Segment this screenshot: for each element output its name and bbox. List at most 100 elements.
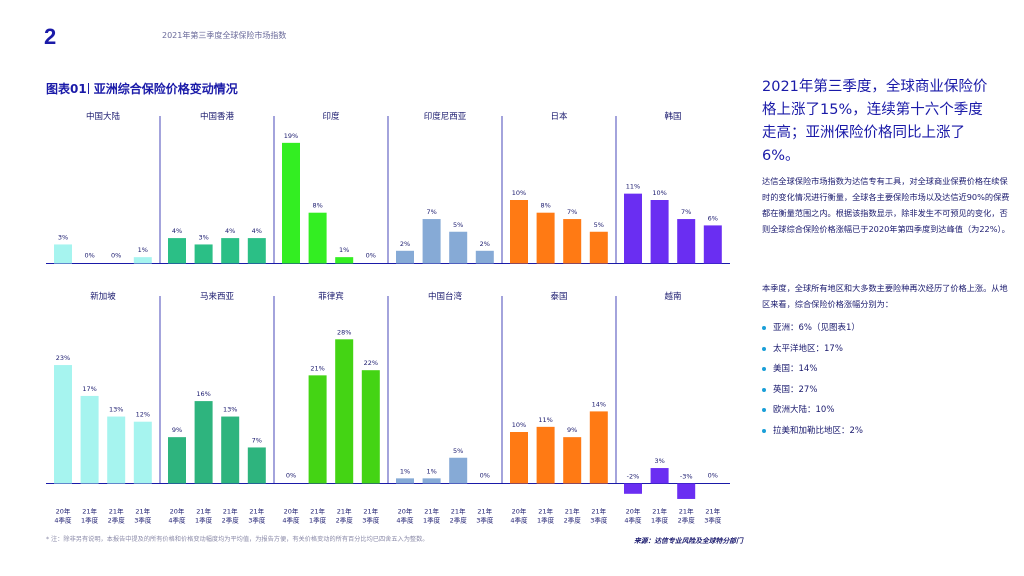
x-tick-label: 2季度 — [450, 516, 468, 525]
data-label: 22% — [364, 359, 378, 367]
data-label: 0% — [286, 472, 296, 480]
bar — [247, 447, 266, 484]
data-label: 16% — [196, 390, 210, 398]
bar — [168, 437, 186, 484]
data-label: 9% — [567, 426, 577, 434]
data-label: 7% — [567, 208, 577, 216]
x-tick-label: 20年 — [626, 507, 641, 516]
data-label: 0% — [366, 252, 376, 260]
x-tick-label: 21年 — [679, 507, 694, 516]
data-label: 1% — [339, 246, 349, 254]
bar — [308, 375, 327, 484]
figure-title: 图表01 亚洲综合保险价格变动情况 — [46, 80, 238, 97]
data-label: 28% — [337, 328, 351, 336]
x-tick-label: 20年 — [56, 507, 71, 516]
panel-title: 越南 — [664, 291, 681, 302]
bar — [80, 395, 99, 484]
panel-title: 中国台湾 — [428, 291, 463, 302]
footnote: * 注：除非另有说明，本报告中提及的所有价格和价格变动幅度均为平均值，为报告方便… — [46, 536, 429, 543]
bar — [563, 219, 582, 264]
x-tick-label: 3季度 — [248, 516, 266, 525]
data-label: 11% — [538, 416, 552, 424]
x-tick-label: 21年 — [196, 507, 211, 516]
data-label: 10% — [512, 421, 526, 429]
x-tick-label: 20年 — [398, 507, 413, 516]
bar — [168, 238, 186, 264]
bar — [475, 250, 494, 264]
bar — [396, 478, 414, 484]
data-label: 5% — [453, 447, 463, 455]
data-label: -3% — [680, 473, 693, 481]
data-label: 3% — [654, 457, 664, 465]
data-label: 1% — [426, 467, 436, 475]
x-tick-label: 21年 — [705, 507, 720, 516]
data-label: 0% — [480, 472, 490, 480]
region-bullet-list: 亚洲：6%（见图表1） 太平洋地区：17% 美国：14% 英国：27% 欧洲大陆… — [762, 320, 863, 444]
x-tick-label: 4季度 — [396, 516, 414, 525]
panel-title: 日本 — [550, 111, 568, 122]
lead-paragraph: 2021年第三季度，全球商业保险价格上涨了15%，连续第十六个季度走高；亚洲保险… — [762, 79, 988, 164]
data-label: 11% — [626, 183, 640, 191]
x-tick-label: 3季度 — [362, 516, 380, 525]
x-tick-label: 20年 — [512, 507, 527, 516]
body-paragraph-1: 达信全球保险市场指数为达信专有工具，对全球商业保费价格在续保时的变化情况进行衡量… — [762, 176, 1010, 234]
bar — [308, 212, 327, 264]
x-tick-label: 21年 — [223, 507, 238, 516]
data-label: 9% — [172, 426, 182, 434]
bar — [536, 426, 555, 484]
data-label: 4% — [172, 227, 182, 235]
data-label: 8% — [312, 202, 322, 210]
bar — [107, 416, 126, 484]
x-tick-label: 1季度 — [195, 516, 213, 525]
x-tick-label: 21年 — [565, 507, 580, 516]
figure-title-separator — [87, 83, 89, 94]
panel-title: 印度 — [322, 111, 340, 122]
bullet-item: 欧洲大陆：10% — [762, 402, 863, 423]
bullet-item: 美国：14% — [762, 361, 863, 382]
bar — [396, 250, 414, 264]
data-label: 13% — [223, 406, 237, 414]
x-tick-label: 1季度 — [309, 516, 327, 525]
data-label: 6% — [708, 214, 718, 222]
bar — [449, 457, 468, 484]
data-label: 14% — [592, 400, 606, 408]
x-tick-label: 3季度 — [476, 516, 494, 525]
figure-title-text: 亚洲综合保险价格变动情况 — [93, 82, 238, 96]
data-label: 2% — [480, 240, 490, 248]
data-label: 5% — [453, 221, 463, 229]
bar — [361, 370, 380, 484]
bar — [247, 238, 266, 264]
bar — [510, 200, 528, 264]
bar — [536, 212, 555, 264]
bar — [194, 244, 213, 264]
bar — [335, 257, 354, 264]
x-tick-label: 2季度 — [564, 516, 582, 525]
data-label: 19% — [284, 132, 298, 140]
x-tick-label: 21年 — [538, 507, 553, 516]
bullet-item: 拉美和加勒比地区：2% — [762, 423, 863, 444]
x-tick-label: 21年 — [591, 507, 606, 516]
x-tick-label: 21年 — [337, 507, 352, 516]
bar — [624, 193, 642, 264]
source-note: 来源：达信专业风险及全球特分部门 — [634, 537, 743, 545]
x-tick-label: 1季度 — [81, 516, 99, 525]
x-tick-label: 4季度 — [282, 516, 300, 525]
data-label: 7% — [252, 436, 262, 444]
panel-title: 菲律宾 — [318, 291, 344, 302]
x-tick-label: 4季度 — [168, 516, 186, 525]
panel-title: 泰国 — [550, 291, 567, 302]
data-label: 0% — [111, 252, 121, 260]
bar — [703, 225, 722, 264]
panel-title: 中国香港 — [200, 111, 235, 122]
x-tick-label: 2季度 — [108, 516, 126, 525]
panel-title: 马来西亚 — [200, 292, 235, 302]
bar — [194, 401, 213, 484]
x-tick-label: 21年 — [477, 507, 492, 516]
panel-title: 韩国 — [664, 111, 681, 122]
bar — [221, 238, 240, 264]
data-label: 21% — [310, 364, 324, 372]
bar — [677, 219, 696, 264]
x-tick-label: 2季度 — [336, 516, 354, 525]
data-label: 7% — [426, 208, 436, 216]
data-label: 7% — [681, 208, 691, 216]
